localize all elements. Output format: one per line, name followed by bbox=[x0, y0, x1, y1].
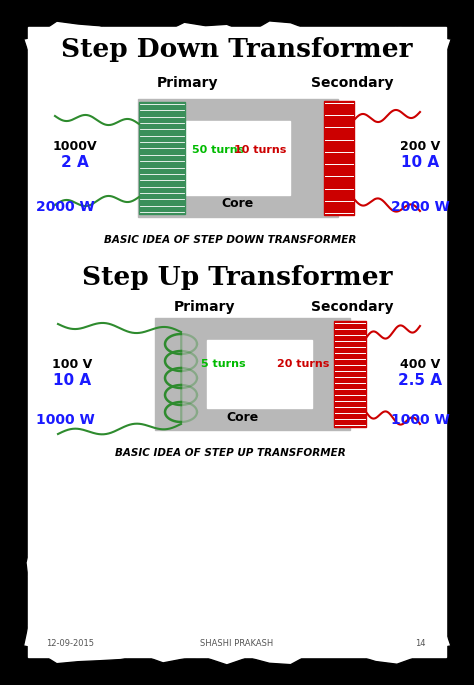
Bar bbox=[334, 321, 366, 427]
Text: Step Down Transformer: Step Down Transformer bbox=[61, 37, 413, 62]
Text: 1000 W: 1000 W bbox=[391, 413, 449, 427]
Text: 2.5 A: 2.5 A bbox=[398, 373, 442, 388]
Bar bbox=[207, 340, 312, 408]
Bar bbox=[138, 99, 338, 217]
Circle shape bbox=[0, 0, 44, 39]
Text: 200 V: 200 V bbox=[400, 140, 440, 153]
Text: 2000 W: 2000 W bbox=[391, 200, 449, 214]
Text: 12-09-2015: 12-09-2015 bbox=[46, 638, 94, 647]
Text: Step Up Transformer: Step Up Transformer bbox=[82, 265, 392, 290]
Text: Primary: Primary bbox=[174, 300, 236, 314]
Text: 5 turns: 5 turns bbox=[201, 359, 246, 369]
Text: 100 V: 100 V bbox=[52, 358, 92, 371]
Text: 10 A: 10 A bbox=[401, 155, 439, 170]
Text: 50 turns: 50 turns bbox=[192, 145, 244, 155]
Text: SHASHI PRAKASH: SHASHI PRAKASH bbox=[201, 638, 273, 647]
Bar bbox=[186, 121, 290, 195]
Text: Secondary: Secondary bbox=[311, 300, 393, 314]
Text: 20 turns: 20 turns bbox=[277, 359, 329, 369]
Text: 400 V: 400 V bbox=[400, 358, 440, 371]
Text: 2000 W: 2000 W bbox=[36, 200, 94, 214]
Circle shape bbox=[0, 646, 44, 685]
Text: Primary: Primary bbox=[157, 76, 219, 90]
Text: 1000V: 1000V bbox=[53, 140, 97, 153]
FancyBboxPatch shape bbox=[22, 17, 452, 667]
Text: BASIC IDEA OF STEP DOWN TRANSFORMER: BASIC IDEA OF STEP DOWN TRANSFORMER bbox=[104, 235, 356, 245]
Text: 10 A: 10 A bbox=[53, 373, 91, 388]
Bar bbox=[324, 101, 354, 215]
Text: 2 A: 2 A bbox=[61, 155, 89, 170]
Text: BASIC IDEA OF STEP UP TRANSFORMER: BASIC IDEA OF STEP UP TRANSFORMER bbox=[115, 448, 346, 458]
Circle shape bbox=[430, 0, 474, 39]
Text: 10 turns: 10 turns bbox=[234, 145, 286, 155]
Bar bbox=[155, 318, 350, 430]
Text: Core: Core bbox=[222, 197, 254, 210]
Text: Secondary: Secondary bbox=[311, 76, 393, 90]
Bar bbox=[28, 27, 446, 657]
Text: 14: 14 bbox=[415, 638, 425, 647]
Circle shape bbox=[430, 646, 474, 685]
Bar bbox=[139, 102, 185, 214]
Text: 1000 W: 1000 W bbox=[36, 413, 94, 427]
Text: Core: Core bbox=[227, 410, 259, 423]
